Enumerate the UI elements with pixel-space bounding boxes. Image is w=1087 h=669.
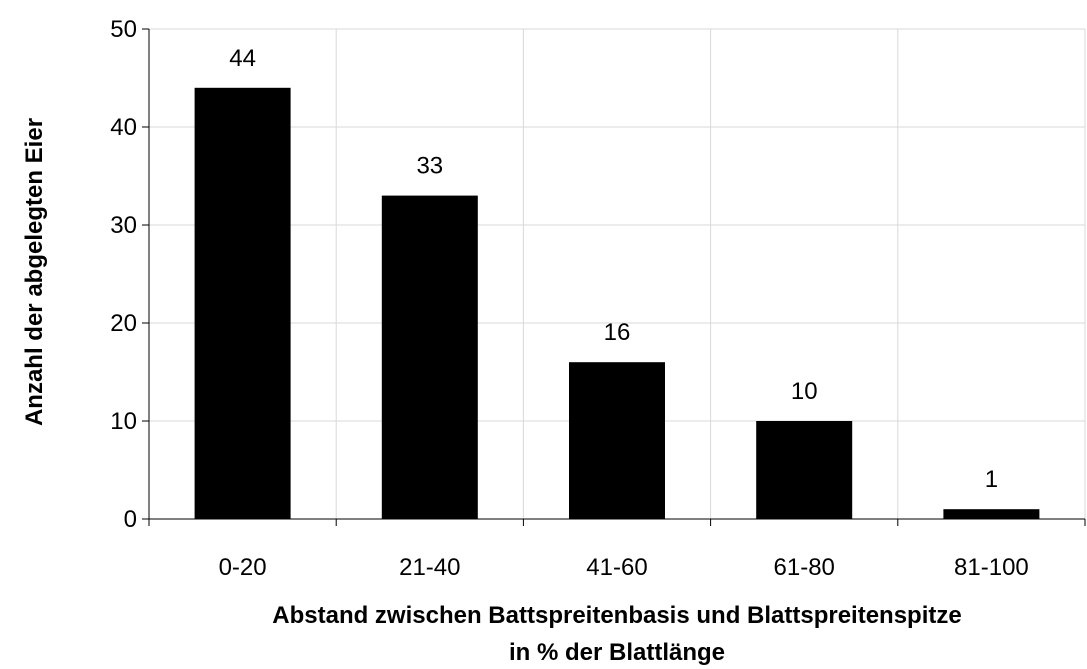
bar-41-60 (569, 362, 665, 519)
bar-21-40 (381, 195, 478, 519)
bar-61-80 (756, 421, 853, 519)
data-label-61-80: 10 (791, 378, 818, 405)
bar-0-20 (194, 87, 291, 520)
gridlines (149, 28, 1086, 519)
data-label-21-40: 33 (416, 153, 443, 180)
y-tick-label-30: 30 (110, 212, 137, 239)
y-tick-labels: 0 10 20 30 40 50 (110, 16, 137, 533)
x-tick-label-81-100: 81-100 (954, 554, 1029, 581)
x-tick-label-41-60: 41-60 (586, 554, 647, 581)
x-tick-label-21-40: 21-40 (399, 554, 460, 581)
y-tick-label-10: 10 (110, 408, 137, 435)
y-tick-label-50: 50 (110, 16, 137, 43)
y-tick-label-40: 40 (110, 114, 137, 141)
axes (142, 28, 1086, 526)
x-tick-label-61-80: 61-80 (774, 554, 835, 581)
data-label-81-100: 1 (985, 466, 998, 493)
x-tick-labels: 0-20 21-40 41-60 61-80 81-100 (219, 554, 1029, 581)
x-axis-title-line-1: Abstand zwischen Battspreitenbasis und B… (272, 602, 961, 629)
bars (194, 87, 1040, 520)
data-label-0-20: 44 (229, 45, 256, 72)
bar-81-100 (943, 509, 1040, 519)
x-tick-label-0-20: 0-20 (219, 554, 267, 581)
data-label-41-60: 16 (604, 319, 631, 346)
y-axis-title: Anzahl der abgelegten Eier (21, 118, 48, 426)
y-tick-label-0: 0 (124, 506, 137, 533)
y-tick-label-20: 20 (110, 310, 137, 337)
data-labels: 44 33 16 10 1 (229, 45, 998, 493)
x-axis-title-line-2: in % der Blattlänge (509, 639, 725, 666)
